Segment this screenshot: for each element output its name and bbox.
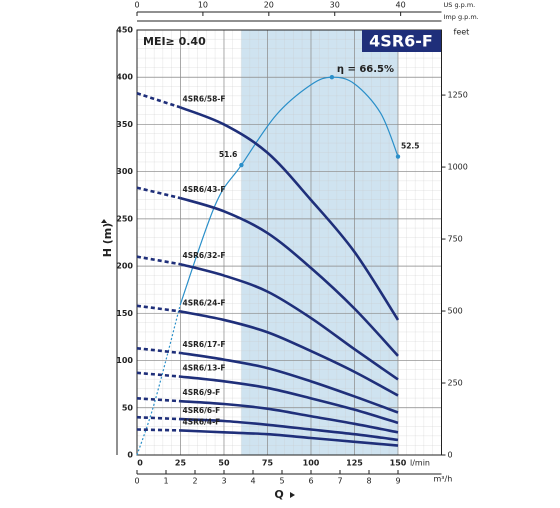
bottom-tick-label: 9 (395, 477, 400, 486)
x-unit: l/min (410, 459, 430, 468)
y2-tick-label: 250 (448, 379, 463, 388)
bottom-tick-label: 2 (192, 477, 197, 486)
y-tick-label: 200 (116, 262, 133, 271)
curve-dashed (136, 415, 181, 421)
curve-dashed (136, 92, 181, 109)
x-tick-label: 150 (390, 459, 407, 468)
curve-dashed (136, 428, 181, 432)
arrow (290, 492, 295, 498)
y-tick-label: 450 (116, 26, 133, 35)
curve-dashed (136, 346, 181, 355)
arrow (101, 219, 107, 223)
efficiency-label: η = 66.5% (337, 64, 394, 75)
x-tick-label: 50 (218, 459, 230, 468)
curve-dashed (136, 304, 181, 313)
curve (180, 262, 399, 381)
y2-unit: feet (454, 28, 470, 37)
curve-label: 4SR6/13-F (183, 364, 226, 373)
curve-label: 4SR6/6-F (183, 406, 221, 415)
x-tick-label: 100 (303, 459, 320, 468)
curve-dashed (136, 397, 181, 403)
curve-label: 4SR6/58-F (183, 94, 226, 103)
curve-dashed (136, 255, 181, 266)
curve (180, 106, 400, 321)
top-tick-label: 20 (264, 1, 274, 10)
top-tick-label: 0 (134, 1, 139, 10)
y-tick-label: 400 (116, 73, 133, 82)
curve-dashed (136, 186, 181, 200)
curve (180, 417, 399, 442)
top-tick-label: 40 (396, 1, 406, 10)
curve (180, 310, 399, 397)
y-tick-label: 300 (116, 167, 133, 176)
efficiency-curve (179, 76, 399, 305)
bottom-tick-label: 4 (250, 477, 255, 486)
curve-dashed (136, 371, 181, 378)
top-tick-label: 30 (330, 1, 340, 10)
y-tick-label: 0 (127, 451, 133, 460)
curve-label: 4SR6/24-F (183, 298, 226, 307)
y2-tick-label: 1250 (448, 91, 468, 100)
y2-tick-label: 750 (448, 235, 463, 244)
x-tick-label: 25 (175, 459, 187, 468)
y-tick-label: 100 (116, 356, 133, 365)
y-axis-label: H (m) (101, 223, 114, 258)
y2-tick-label: 500 (448, 307, 463, 316)
y-tick-label: 150 (116, 309, 133, 318)
title-box (362, 30, 441, 52)
top-unit: US g.p.m. (444, 1, 476, 9)
y-tick-label: 50 (122, 403, 134, 412)
x-tick-label: 75 (262, 459, 274, 468)
bottom-tick-label: 8 (366, 477, 371, 486)
curve-label: 4SR6/17-F (183, 340, 226, 349)
curve-label: 4SR6/4-F (183, 417, 221, 426)
x-tick-label: 125 (346, 459, 363, 468)
efficiency-label: 52.5 (401, 142, 420, 151)
x-axis-label: Q (274, 488, 283, 501)
efficiency-point (239, 162, 244, 168)
bottom-tick-label: 7 (337, 477, 342, 486)
x-tick-label: 0 (137, 459, 143, 468)
top-unit: Imp g.p.m. (444, 13, 479, 21)
efficiency-dotted (136, 303, 182, 456)
efficiency-point (395, 154, 401, 159)
y2-tick-label: 1000 (448, 163, 468, 172)
chart-title: 4SR6-F (369, 32, 433, 51)
efficiency-point (329, 75, 335, 80)
y-tick-label: 250 (116, 214, 133, 223)
bottom-tick-label: 1 (163, 477, 168, 486)
minor-grid (137, 30, 441, 455)
y2-tick-label: 0 (448, 451, 453, 460)
curve (180, 429, 399, 447)
bottom-tick-label: 3 (221, 477, 226, 486)
top-tick-label: 10 (198, 1, 208, 10)
bottom-unit: m³/h (434, 475, 453, 484)
curve-label: 4SR6/9-F (183, 388, 221, 397)
bottom-tick-label: 0 (134, 477, 139, 486)
curve (180, 399, 399, 434)
plot-frame (136, 29, 442, 456)
subtitle: MEI≥ 0.40 (143, 35, 206, 48)
curve (180, 375, 399, 425)
curve-label: 4SR6/43-F (183, 185, 226, 194)
bottom-tick-label: 6 (308, 477, 313, 486)
efficiency-label: 51.6 (219, 150, 238, 159)
curve-label: 4SR6/32-F (183, 251, 226, 260)
y-tick-label: 350 (116, 120, 133, 129)
curve (180, 351, 399, 414)
curve (180, 196, 399, 357)
bottom-tick-label: 5 (279, 477, 284, 486)
